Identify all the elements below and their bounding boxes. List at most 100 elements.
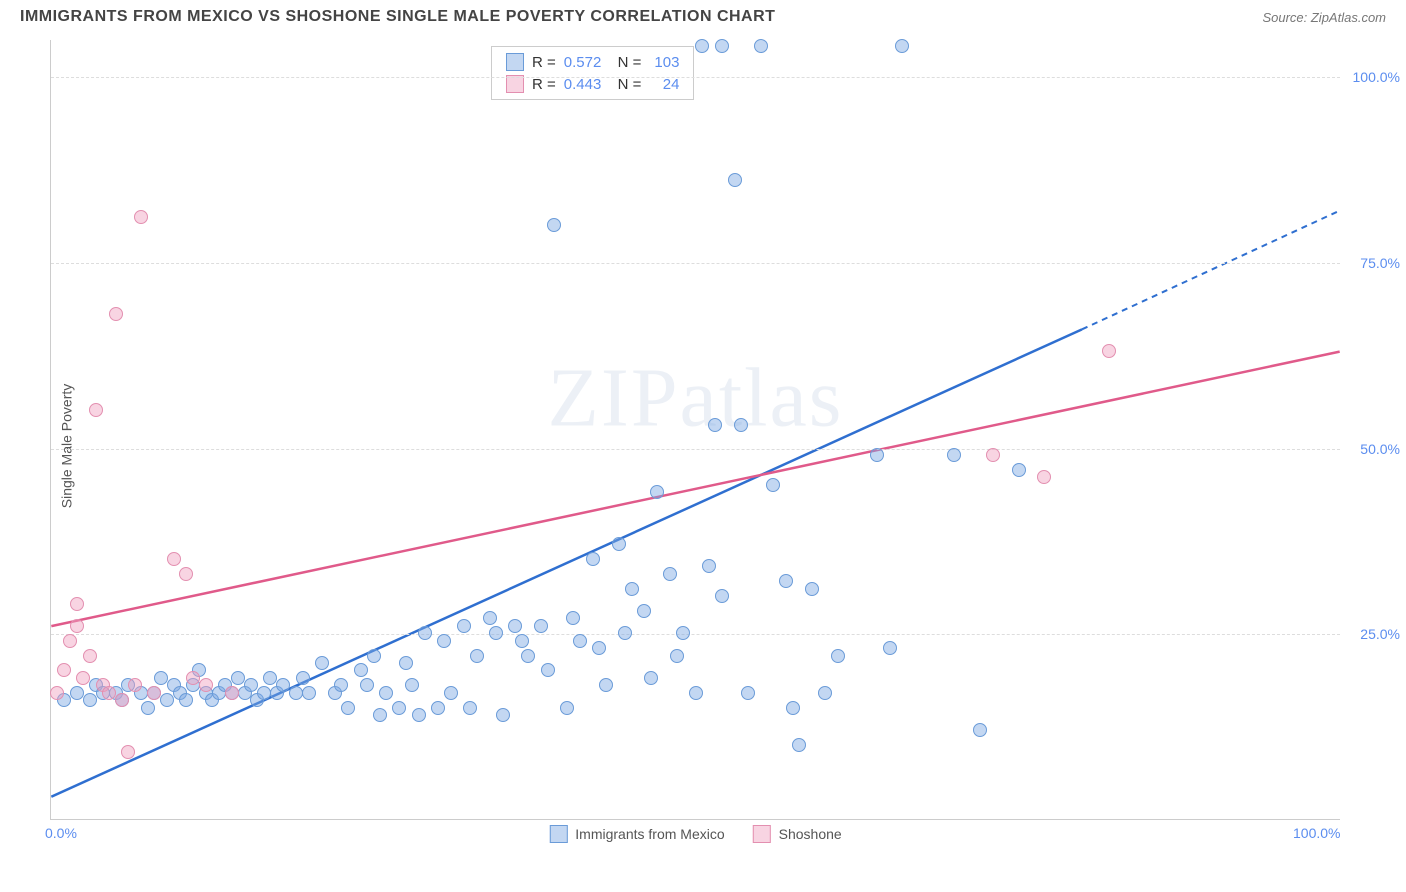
scatter-point	[786, 701, 800, 715]
scatter-point	[566, 611, 580, 625]
scatter-point	[134, 210, 148, 224]
scatter-point	[986, 448, 1000, 462]
scatter-point	[302, 686, 316, 700]
scatter-point	[508, 619, 522, 633]
scatter-point	[63, 634, 77, 648]
chart-container: ZIPatlas R = 0.572 N = 103R = 0.443 N = …	[50, 40, 1390, 840]
scatter-point	[715, 39, 729, 53]
scatter-point	[276, 678, 290, 692]
ytick-label: 50.0%	[1360, 441, 1400, 457]
stats-n-label: N =	[609, 54, 641, 71]
scatter-point	[483, 611, 497, 625]
scatter-point	[766, 478, 780, 492]
scatter-point	[650, 485, 664, 499]
scatter-point	[734, 418, 748, 432]
scatter-point	[676, 626, 690, 640]
scatter-point	[399, 656, 413, 670]
xtick-label: 0.0%	[45, 825, 77, 841]
scatter-point	[263, 671, 277, 685]
scatter-point	[392, 701, 406, 715]
scatter-point	[779, 574, 793, 588]
source-label: Source: ZipAtlas.com	[1262, 10, 1386, 25]
scatter-point	[625, 582, 639, 596]
scatter-point	[70, 597, 84, 611]
bottom-legend: Immigrants from Mexico Shoshone	[549, 825, 841, 843]
scatter-point	[489, 626, 503, 640]
scatter-point	[805, 582, 819, 596]
scatter-point	[470, 649, 484, 663]
scatter-point	[715, 589, 729, 603]
scatter-point	[663, 567, 677, 581]
scatter-point	[599, 678, 613, 692]
scatter-point	[70, 619, 84, 633]
scatter-point	[1012, 463, 1026, 477]
scatter-point	[496, 708, 510, 722]
scatter-point	[547, 218, 561, 232]
scatter-point	[50, 686, 64, 700]
scatter-point	[231, 671, 245, 685]
scatter-point	[167, 552, 181, 566]
scatter-point	[334, 678, 348, 692]
scatter-point	[1037, 470, 1051, 484]
scatter-point	[379, 686, 393, 700]
stats-legend-box: R = 0.572 N = 103R = 0.443 N = 24	[491, 46, 694, 100]
scatter-point	[521, 649, 535, 663]
scatter-point	[1102, 344, 1116, 358]
ytick-label: 25.0%	[1360, 626, 1400, 642]
scatter-point	[534, 619, 548, 633]
scatter-point	[573, 634, 587, 648]
scatter-point	[121, 745, 135, 759]
scatter-point	[412, 708, 426, 722]
scatter-point	[289, 686, 303, 700]
scatter-point	[689, 686, 703, 700]
scatter-point	[244, 678, 258, 692]
legend-label: Shoshone	[779, 826, 842, 842]
stats-r-value: 0.572	[564, 54, 602, 71]
scatter-point	[179, 567, 193, 581]
ytick-label: 75.0%	[1360, 255, 1400, 271]
scatter-point	[592, 641, 606, 655]
scatter-point	[702, 559, 716, 573]
scatter-point	[315, 656, 329, 670]
scatter-point	[444, 686, 458, 700]
scatter-point	[586, 552, 600, 566]
scatter-point	[360, 678, 374, 692]
trend-lines	[51, 40, 1340, 819]
scatter-point	[457, 619, 471, 633]
scatter-point	[947, 448, 961, 462]
xtick-label: 100.0%	[1293, 825, 1340, 841]
legend-swatch	[506, 53, 524, 71]
scatter-point	[296, 671, 310, 685]
scatter-point	[437, 634, 451, 648]
scatter-point	[354, 663, 368, 677]
scatter-point	[973, 723, 987, 737]
scatter-point	[186, 671, 200, 685]
scatter-point	[367, 649, 381, 663]
scatter-point	[541, 663, 555, 677]
scatter-point	[179, 693, 193, 707]
scatter-point	[728, 173, 742, 187]
scatter-point	[57, 663, 71, 677]
scatter-point	[373, 708, 387, 722]
ytick-label: 100.0%	[1353, 69, 1400, 85]
watermark: ZIPatlas	[548, 350, 844, 447]
scatter-point	[463, 701, 477, 715]
gridline	[51, 77, 1340, 78]
scatter-point	[128, 678, 142, 692]
scatter-point	[70, 686, 84, 700]
scatter-point	[199, 678, 213, 692]
scatter-point	[141, 701, 155, 715]
legend-swatch	[549, 825, 567, 843]
scatter-point	[708, 418, 722, 432]
legend-label: Immigrants from Mexico	[575, 826, 724, 842]
scatter-point	[831, 649, 845, 663]
scatter-point	[754, 39, 768, 53]
stats-r-label: R =	[532, 54, 556, 71]
scatter-point	[405, 678, 419, 692]
stats-n-value: 103	[649, 54, 679, 71]
legend-item: Immigrants from Mexico	[549, 825, 724, 843]
gridline	[51, 634, 1340, 635]
scatter-point	[225, 686, 239, 700]
scatter-point	[644, 671, 658, 685]
scatter-point	[102, 686, 116, 700]
